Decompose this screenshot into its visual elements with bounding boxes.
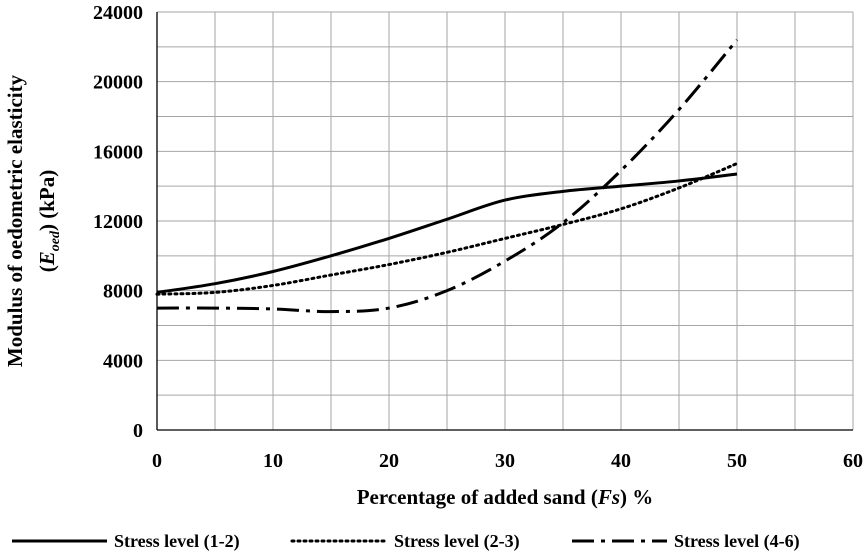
series-line-1 <box>156 172 738 294</box>
x-tick-label: 30 <box>495 450 515 472</box>
series-line-3 <box>156 38 739 314</box>
y-tick-label: 16000 <box>93 141 143 163</box>
y-axis-label-line1: Modulus of oedometric elasticity <box>3 74 27 367</box>
x-tick-label: 50 <box>727 450 747 472</box>
y-tick-label: 0 <box>133 420 143 442</box>
x-tick-label: 40 <box>611 450 631 472</box>
x-tick-label: 60 <box>843 450 863 472</box>
x-axis-label: Percentage of added sand (Fs) % <box>357 485 654 509</box>
y-tick-label: 12000 <box>93 211 143 233</box>
legend-label-1: Stress level (1-2) <box>114 531 240 552</box>
y-axis-label-line2: (Eoed) (kPa) <box>35 170 63 272</box>
series-line-2 <box>155 162 739 296</box>
y-tick-label: 8000 <box>103 281 143 303</box>
x-tick-label: 20 <box>379 450 399 472</box>
x-tick-label: 10 <box>263 450 283 472</box>
y-tick-label: 4000 <box>103 350 143 372</box>
legend-label-2: Stress level (2-3) <box>394 531 520 552</box>
legend: Stress level (1-2) Stress level (2-3) Stre… <box>12 531 800 552</box>
grid <box>157 11 854 430</box>
axes <box>156 12 853 431</box>
series-group <box>155 38 739 314</box>
legend-label-3: Stress level (4-6) <box>674 531 800 552</box>
y-tick-label: 24000 <box>93 2 143 24</box>
y-tick-label: 20000 <box>93 72 143 94</box>
x-tick-label: 0 <box>152 450 162 472</box>
tick-labels: 0 10 20 30 40 50 60 0 4000 8000 12000 16000 20000 240… <box>93 2 863 472</box>
